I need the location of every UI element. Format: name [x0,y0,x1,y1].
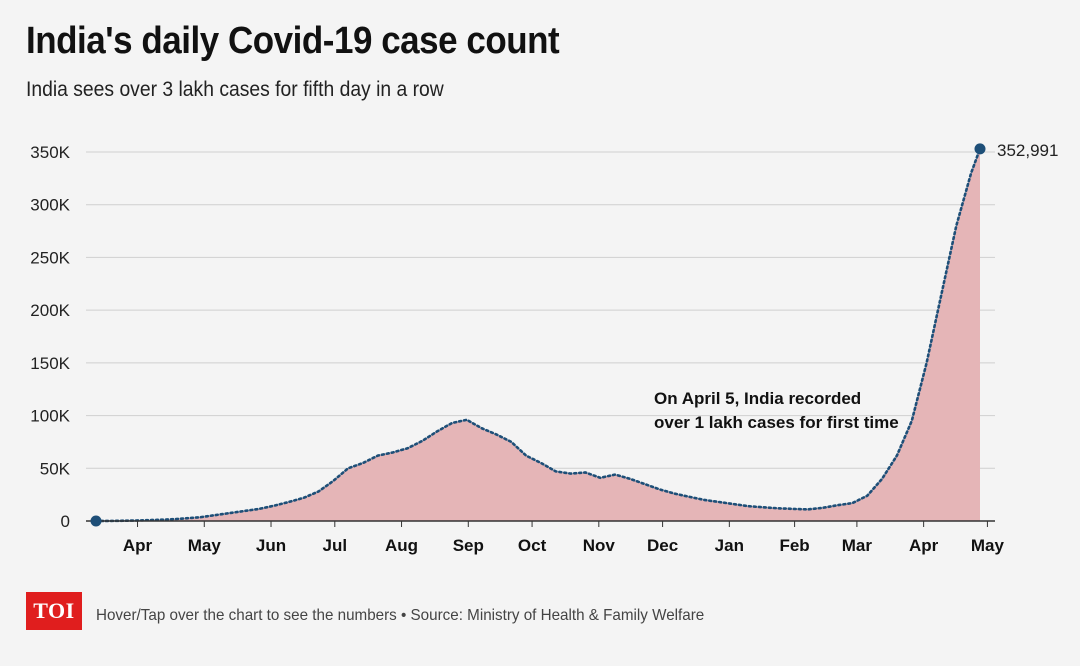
x-tick-label: Apr [123,536,153,555]
y-tick-label: 300K [30,196,70,215]
x-tick-label: Oct [518,536,547,555]
x-tick-label: Feb [779,536,809,555]
x-tick-label: Sep [453,536,484,555]
chart-subtitle: India sees over 3 lakh cases for fifth d… [26,78,444,101]
y-tick-label: 200K [30,301,70,320]
x-tick-label: Jul [323,536,348,555]
cases-line[interactable] [94,147,982,523]
x-tick-label: Mar [842,536,873,555]
x-tick-label: Dec [647,536,678,555]
annotation-line-1: On April 5, India recorded [654,389,861,408]
x-tick-label: Nov [583,536,616,555]
x-tick-label: Apr [909,536,939,555]
x-tick-label: Jan [715,536,744,555]
y-tick-label: 350K [30,143,70,162]
chart-title: India's daily Covid-19 case count [26,20,560,62]
cases-area [96,148,980,522]
peak-value-label: 352,991 [997,141,1058,160]
y-tick-label: 150K [30,354,70,373]
cases-area-chart[interactable]: 0 50K 100K 150K 200K 250K 300K 350K Apr May Jun Ju… [0,0,1080,580]
y-tick-label: 0 [61,512,70,531]
x-tick-label: May [971,536,1005,555]
x-tick-label: Jun [256,536,286,555]
annotation-line-2: over 1 lakh cases for first time [654,413,899,432]
x-axis-ticks: Apr May Jun Jul Aug Sep Oct Nov Dec Jan Feb Mar Apr M… [123,521,1005,555]
y-axis-ticks: 0 50K 100K 150K 200K 250K 300K 350K [30,143,70,531]
start-marker [90,515,102,527]
x-tick-label: May [188,536,222,555]
y-tick-label: 250K [30,248,70,267]
toi-logo[interactable]: TOI [26,592,82,630]
peak-marker[interactable] [974,143,986,155]
y-tick-label: 50K [40,459,71,478]
footer-note: Hover/Tap over the chart to see the numb… [96,607,705,624]
y-tick-label: 100K [30,407,70,426]
x-tick-label: Aug [385,536,418,555]
footer: TOI Hover/Tap over the chart to see the … [26,592,736,630]
